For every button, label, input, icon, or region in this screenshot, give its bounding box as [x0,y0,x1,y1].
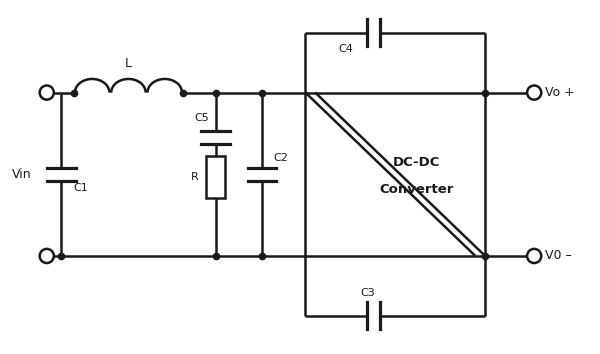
Bar [206,156,226,198]
Text: C1: C1 [73,183,88,193]
Text: DC-DC: DC-DC [393,156,440,169]
Text: V0 –: V0 – [545,250,572,262]
Text: R: R [190,172,198,182]
Text: C2: C2 [274,153,289,163]
Text: L: L [125,57,132,70]
Text: Vin: Vin [12,168,32,181]
Text: C5: C5 [194,113,209,123]
Text: Converter: Converter [380,183,454,196]
Text: C3: C3 [361,289,376,298]
Text: Vo +: Vo + [545,86,575,99]
Bar [305,93,485,256]
Text: C4: C4 [338,44,353,54]
